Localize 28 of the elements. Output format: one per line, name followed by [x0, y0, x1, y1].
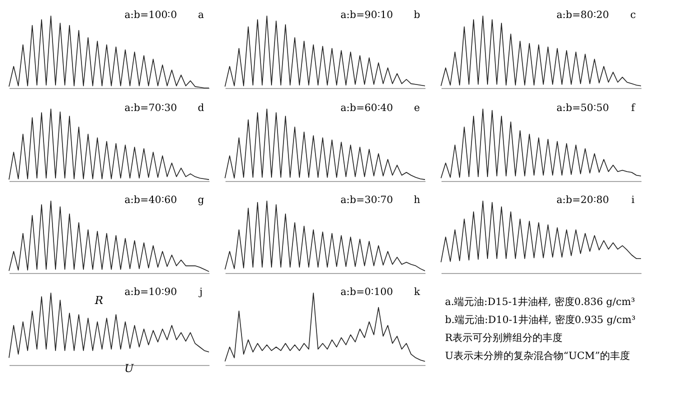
text: R表示可分别辨组分的丰度 [445, 332, 563, 344]
annotation: g [198, 195, 205, 206]
annotation: U [124, 362, 134, 375]
text: a.端元油:D15-1井油样, 密度0.836 g/cm³ [445, 296, 636, 308]
chart-title: a:b=20∶80 [556, 195, 609, 206]
chart-title: a:b=0∶100 [340, 287, 393, 298]
text: b.端元油:D10-1井油样, 密度0.935 g/cm³ [445, 314, 636, 326]
annotation: R [94, 294, 104, 307]
annotation: f [631, 103, 636, 114]
text: U表示未分辨的复杂混合物“UCM”的丰度 [445, 350, 630, 362]
chart-title: a:b=30∶70 [340, 195, 393, 206]
chart-title: a:b=80∶20 [556, 10, 609, 21]
chart-title: a:b=90∶10 [340, 10, 393, 21]
chart-title: a:b=60∶40 [340, 103, 393, 114]
chart-title: a:b=70∶30 [124, 103, 177, 114]
chart-title: a:b=40∶60 [124, 195, 177, 206]
annotation: i [631, 195, 635, 206]
annotation: c [630, 10, 636, 21]
annotation: a [198, 10, 204, 21]
annotation: e [414, 103, 420, 114]
annotation: h [414, 195, 421, 206]
annotation: k [414, 287, 421, 298]
annotation: j [198, 287, 203, 298]
chart-title: a:b=50∶50 [556, 103, 609, 114]
annotation: d [198, 103, 205, 114]
chart-title: a:b=100∶0 [124, 10, 177, 21]
chart-title: a:b=10∶90 [124, 287, 177, 298]
annotation: b [414, 10, 420, 21]
